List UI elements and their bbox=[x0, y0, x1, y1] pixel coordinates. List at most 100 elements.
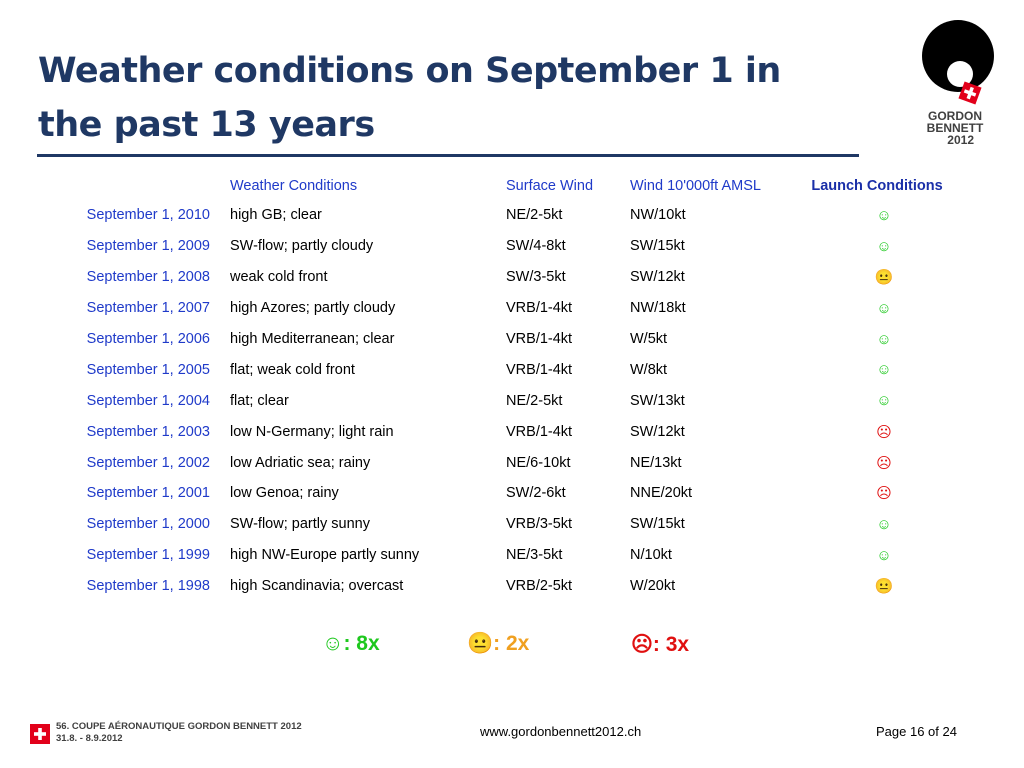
header-weather: Weather Conditions bbox=[230, 178, 358, 194]
header-wind-10000ft: Wind 10'000ft AMSL bbox=[630, 178, 761, 194]
table-row: September 1, 2006 high Mediterranean; cle… bbox=[50, 324, 954, 355]
row-weather: high Scandinavia; overcast bbox=[230, 578, 404, 595]
row-date: September 1, 2005 bbox=[86, 361, 210, 378]
row-date: September 1, 2009 bbox=[86, 238, 210, 255]
row-wind-10000ft: W/20kt bbox=[630, 578, 676, 595]
row-date: September 1, 2008 bbox=[86, 269, 210, 286]
row-wind-10000ft: W/8kt bbox=[630, 361, 668, 378]
row-date: September 1, 2007 bbox=[86, 300, 210, 317]
row-wind-10000ft: SW/12kt bbox=[630, 269, 685, 286]
row-wind-10000ft: W/5kt bbox=[630, 331, 668, 347]
row-weather: high Azores; partly cloudy bbox=[230, 300, 396, 317]
row-surface-wind: NE/6-10kt bbox=[506, 454, 571, 471]
table-header-row: Weather Conditions Surface Wind Wind 10'… bbox=[50, 172, 954, 200]
footer-website-link[interactable]: www.gordonbennett2012.ch bbox=[480, 724, 642, 739]
row-date: September 1, 2002 bbox=[86, 454, 210, 471]
row-date: September 1, 1999 bbox=[86, 547, 210, 564]
row-surface-wind: VRB/1-4kt bbox=[506, 423, 573, 440]
weather-table: Weather Conditions Surface Wind Wind 10'… bbox=[50, 172, 954, 602]
row-wind-10000ft: SW/12kt bbox=[630, 423, 685, 440]
title-divider bbox=[37, 154, 859, 157]
row-weather: flat; weak cold front bbox=[230, 361, 355, 378]
row-wind-10000ft: NE/13kt bbox=[630, 454, 682, 471]
row-wind-10000ft: NNE/20kt bbox=[630, 485, 693, 502]
row-wind-10000ft: NW/10kt bbox=[630, 207, 686, 224]
row-surface-wind: VRB/1-4kt bbox=[506, 300, 573, 317]
swiss-flag-icon bbox=[30, 724, 50, 744]
launch-status-icon: 😐 bbox=[874, 269, 894, 287]
summary-happy-count: ☺: 8x bbox=[322, 632, 380, 655]
footer-event-info: 56. COUPE AÉRONAUTIQUE GORDON BENNETT 20… bbox=[56, 721, 302, 745]
table-row: September 1, 2005 flat; weak cold front VR… bbox=[50, 354, 954, 385]
launch-status-icon: ☹ bbox=[876, 423, 892, 441]
row-surface-wind: VRB/1-4kt bbox=[506, 331, 573, 347]
row-surface-wind: NE/2-5kt bbox=[506, 207, 563, 224]
launch-status-icon: ☺ bbox=[876, 206, 892, 224]
table-row: September 1, 2002 low Adriatic sea; rainy… bbox=[50, 447, 954, 478]
row-surface-wind: SW/4-8kt bbox=[506, 238, 566, 255]
launch-status-icon: ☺ bbox=[876, 299, 892, 317]
row-weather: SW-flow; partly sunny bbox=[230, 516, 370, 533]
logo-line-1: GORDON bbox=[928, 109, 982, 123]
table-row: September 1, 2007 high Azores; partly clo… bbox=[50, 293, 954, 324]
slide-title-line-1: Weather conditions on September 1 in bbox=[38, 51, 781, 91]
row-surface-wind: SW/3-5kt bbox=[506, 269, 566, 286]
table-row: September 1, 2010 high GB; clear NE/2-5kt N… bbox=[50, 200, 954, 231]
logo-line-2: BENNETT bbox=[926, 121, 984, 135]
table-row: September 1, 2009 SW-flow; partly cloudy S… bbox=[50, 231, 954, 262]
launch-status-icon: ☺ bbox=[876, 237, 892, 255]
row-wind-10000ft: SW/15kt bbox=[630, 238, 685, 255]
row-date: September 1, 2010 bbox=[86, 207, 210, 224]
launch-status-icon: ☺ bbox=[876, 361, 892, 379]
row-weather: low N-Germany; light rain bbox=[230, 423, 394, 440]
row-date: September 1, 2003 bbox=[86, 423, 210, 440]
header-surface-wind: Surface Wind bbox=[506, 178, 594, 194]
row-date: September 1, 1998 bbox=[86, 578, 210, 595]
row-weather: flat; clear bbox=[230, 392, 289, 409]
launch-status-icon: 😐 bbox=[874, 578, 894, 596]
table-row: September 1, 2008 weak cold front SW/3-5kt… bbox=[50, 262, 954, 293]
row-weather: weak cold front bbox=[230, 269, 328, 286]
launch-status-icon: ☺ bbox=[876, 330, 892, 348]
row-weather: high GB; clear bbox=[230, 207, 322, 224]
footer-page-number: Page 16 of 24 bbox=[876, 724, 957, 739]
slide-title: Weather conditions on September 1 in the… bbox=[38, 44, 838, 152]
row-wind-10000ft: NW/18kt bbox=[630, 300, 686, 317]
table-row: September 1, 2004 flat; clear NE/2-5kt SW/1… bbox=[50, 385, 954, 416]
row-wind-10000ft: N/10kt bbox=[630, 547, 672, 564]
table-row: September 1, 2001 low Genoa; rainy SW/2-6k… bbox=[50, 478, 954, 509]
header-date bbox=[50, 172, 230, 200]
row-weather: low Genoa; rainy bbox=[230, 485, 339, 502]
table-row: September 1, 2000 SW-flow; partly sunny VR… bbox=[50, 509, 954, 540]
row-date: September 1, 2006 bbox=[86, 331, 210, 347]
slide-title-line-2: the past 13 years bbox=[38, 105, 375, 145]
footer-event-name: 56. COUPE AÉRONAUTIQUE GORDON BENNETT 20… bbox=[56, 721, 302, 732]
row-surface-wind: NE/3-5kt bbox=[506, 547, 563, 564]
row-surface-wind: VRB/2-5kt bbox=[506, 578, 573, 595]
row-surface-wind: NE/2-5kt bbox=[506, 392, 563, 409]
table-row: September 1, 1998 high Scandinavia; overc… bbox=[50, 571, 954, 602]
logo-wordmark: GORDON BENNETT 2012 bbox=[908, 110, 1002, 146]
launch-status-icon: ☺ bbox=[876, 515, 892, 533]
table-body: September 1, 2010 high GB; clear NE/2-5kt N… bbox=[50, 200, 954, 602]
gordon-bennett-logo-icon bbox=[922, 20, 994, 105]
row-date: September 1, 2000 bbox=[86, 516, 210, 533]
launch-status-icon: ☺ bbox=[876, 546, 892, 564]
logo-line-3: 2012 bbox=[947, 133, 974, 147]
row-wind-10000ft: SW/15kt bbox=[630, 516, 685, 533]
row-surface-wind: VRB/1-4kt bbox=[506, 361, 573, 378]
footer-event-dates: 31.8. - 8.9.2012 bbox=[56, 733, 123, 744]
row-date: September 1, 2001 bbox=[86, 485, 210, 502]
launch-status-icon: ☹ bbox=[876, 485, 892, 503]
summary-neutral-count: 😐: 2x bbox=[467, 632, 530, 655]
table-row: September 1, 1999 high NW-Europe partly s… bbox=[50, 540, 954, 571]
table-row: September 1, 2003 low N-Germany; light ra… bbox=[50, 416, 954, 447]
row-weather: SW-flow; partly cloudy bbox=[230, 238, 374, 255]
header-launch-conditions: Launch Conditions bbox=[811, 178, 943, 194]
summary-sad-count: ☹: 3x bbox=[631, 633, 690, 656]
launch-status-icon: ☹ bbox=[876, 454, 892, 472]
row-weather: high NW-Europe partly sunny bbox=[230, 547, 420, 564]
row-wind-10000ft: SW/13kt bbox=[630, 392, 685, 409]
row-weather: high Mediterranean; clear bbox=[230, 331, 395, 347]
row-date: September 1, 2004 bbox=[86, 392, 210, 409]
